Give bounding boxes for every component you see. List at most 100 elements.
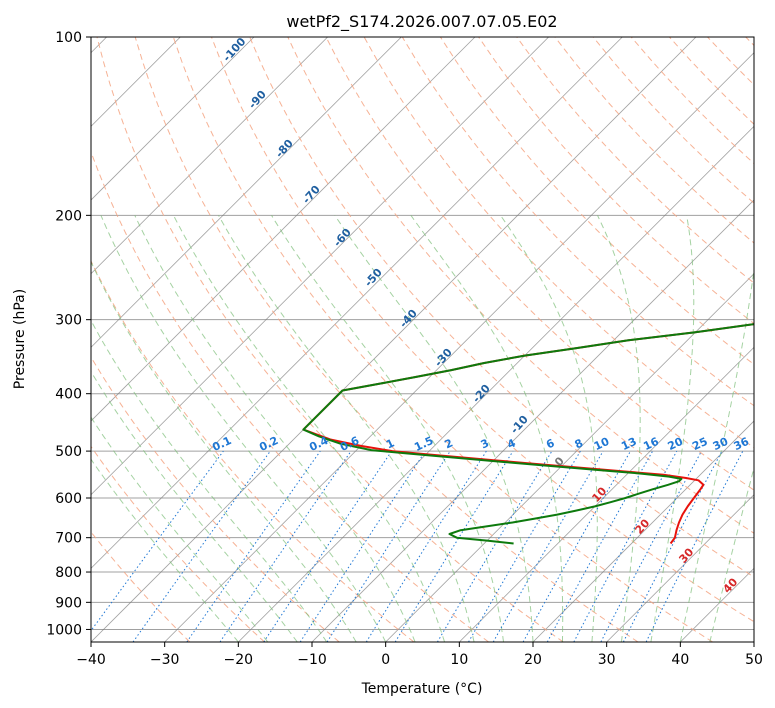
moist-adiabat-line (410, 215, 564, 642)
y-tick-label: 200 (55, 208, 82, 224)
dry-adiabat-line (91, 259, 415, 642)
line-labels: 0.1 0.2 0.4 0.6 1 1.5 2 3 4 6 8 10 13 16 20 25 30 36-100-… (210, 35, 751, 596)
adiabat-temperature-label: -80 (273, 137, 296, 161)
x-tick-label: 20 (524, 652, 542, 668)
dry-adiabat-line (630, 37, 754, 165)
dry-adiabat-line (134, 37, 639, 642)
adiabat-temperature-label: -50 (362, 266, 385, 290)
mixing-ratio-line (645, 450, 744, 642)
x-tick-label: −40 (76, 652, 106, 668)
moist-adiabat-line (173, 215, 446, 642)
x-tick-label: 40 (671, 652, 689, 668)
dewpoint-profile-line (302, 323, 754, 545)
isotherm-line (164, 52, 754, 642)
dry-adiabat-line (516, 37, 754, 284)
isotherm-line (91, 37, 549, 496)
dry-adiabat-line (287, 37, 754, 534)
mixing-ratio-line (91, 450, 224, 632)
dry-adiabat-line (91, 531, 191, 642)
isotherm-line (91, 37, 255, 201)
isotherm-line (91, 37, 697, 642)
adiabat-temperature-label: 10 (589, 484, 609, 504)
y-tick-label: 1000 (46, 622, 82, 638)
dry-adiabat-line (91, 356, 340, 642)
isotherm-line (532, 420, 754, 642)
mixing-ratio-label: 20 (666, 435, 686, 453)
profile-series (302, 323, 754, 545)
mixing-ratio-line (394, 450, 514, 642)
axes: −40 −30 −20 −10 0 10 20 30 40 50 100 200 300 400 500 60… (46, 30, 763, 668)
adiabat-temperature-label: 30 (676, 545, 696, 565)
adiabat-temperature-label: -10 (508, 413, 531, 437)
mixing-ratio-label: 36 (732, 435, 752, 453)
mixing-ratio-line (365, 450, 487, 642)
temperature-profile-line (302, 323, 754, 545)
moist-adiabat-line (91, 260, 357, 642)
moist-adiabat-line (218, 215, 475, 642)
isotherm-line (91, 37, 623, 569)
y-tick-label: 600 (55, 491, 82, 507)
moist-adiabat-line (679, 265, 754, 642)
y-tick-label: 100 (55, 30, 82, 46)
x-tick-label: −10 (297, 652, 327, 668)
dry-adiabat-line (91, 150, 489, 642)
mixing-ratio-label: 2 (443, 436, 455, 451)
dry-adiabat-line (91, 445, 265, 642)
y-tick-label: 900 (55, 595, 82, 611)
mixing-ratio-label: 4 (505, 436, 518, 451)
y-tick-label: 300 (55, 313, 82, 329)
isotherm-line (385, 273, 754, 642)
isotherm-line (606, 494, 754, 642)
y-tick-label: 400 (55, 387, 82, 403)
moist-adiabat-line (100, 215, 387, 642)
dry-adiabat-line (745, 37, 754, 47)
adiabat-temperature-label: -90 (246, 88, 269, 112)
moist-adiabat-line (271, 215, 504, 642)
x-tick-label: 10 (450, 652, 468, 668)
moist-adiabat-line (91, 416, 269, 642)
mixing-ratio-line (573, 450, 678, 642)
x-tick-label: −20 (224, 652, 254, 668)
plot-frame (90, 36, 755, 643)
mixing-ratio-line (468, 450, 581, 642)
adiabat-temperature-label: -30 (432, 346, 455, 370)
mixing-ratio-label: 25 (690, 435, 709, 453)
isotherm-line (91, 37, 402, 348)
dry-adiabat-line (554, 37, 754, 244)
adiabat-temperature-label: -20 (470, 382, 493, 406)
mixing-ratio-line (219, 450, 352, 642)
isotherm-line (459, 346, 754, 642)
adiabat-temperature-label: -60 (331, 226, 354, 250)
mixing-ratio-label: 30 (711, 435, 731, 453)
dry-adiabat-line (249, 37, 754, 578)
mixing-ratio-line (263, 450, 393, 642)
isotherm-line (311, 199, 754, 642)
y-tick-label: 500 (55, 444, 82, 460)
mixing-ratio-label: 16 (641, 435, 661, 453)
moist-adiabat-line (134, 215, 416, 642)
x-axis-label: Temperature (°C) (361, 681, 483, 697)
mixing-ratio-line (522, 450, 631, 642)
y-tick-label: 700 (55, 531, 82, 547)
moist-adiabat-line (91, 458, 239, 642)
mixing-ratio-line (546, 450, 654, 642)
y-tick-label: 800 (55, 565, 82, 581)
mixing-ratio-line (132, 450, 271, 642)
isotherm-line (680, 567, 754, 642)
isotherm-line (91, 37, 476, 422)
x-tick-label: −30 (150, 652, 180, 668)
dry-adiabat-line (172, 37, 713, 642)
isotherm-line (91, 37, 328, 275)
moist-adiabat-line (91, 319, 328, 642)
isotherm-line (753, 641, 754, 642)
y-axis-label: Pressure (hPa) (12, 289, 28, 389)
isotherm-line (238, 125, 754, 642)
dry-adiabat-line (707, 37, 754, 86)
mixing-ratio-label: 13 (619, 435, 638, 453)
moist-adiabat-line (597, 215, 641, 642)
adiabat-temperature-label: -100 (220, 35, 248, 64)
moist-adiabat-line (650, 215, 695, 642)
mixing-ratio-line (326, 450, 451, 642)
mixing-ratio-label: 6 (544, 436, 557, 451)
